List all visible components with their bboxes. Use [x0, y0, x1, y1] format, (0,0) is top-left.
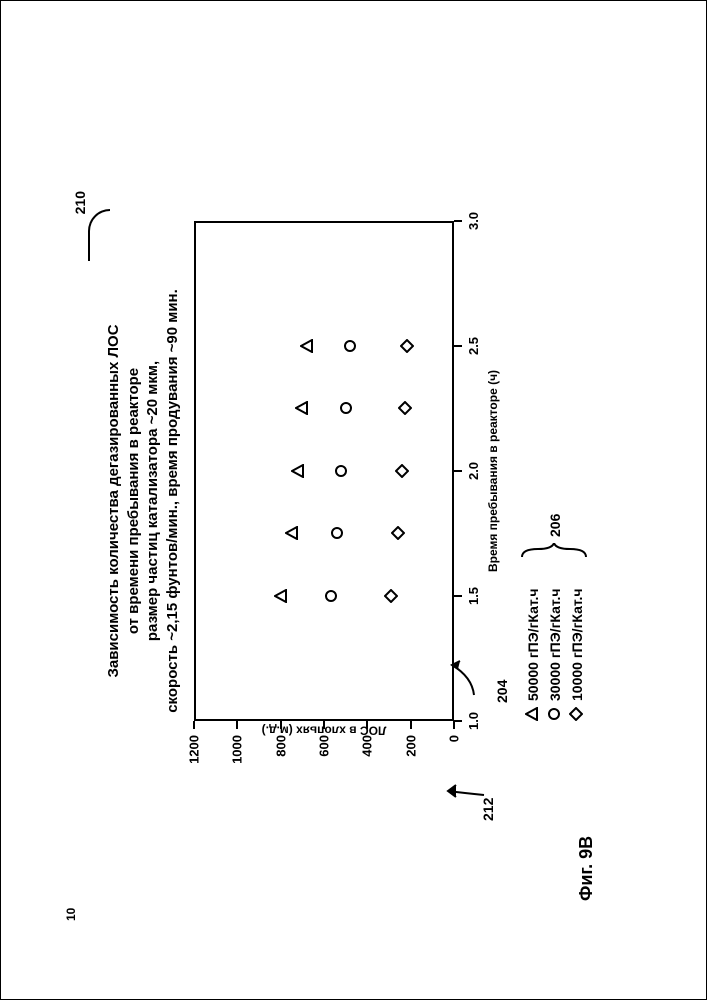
ytick-mark	[410, 721, 412, 729]
xtick-mark	[454, 345, 462, 347]
data-point	[274, 589, 288, 603]
callout-206: 206	[547, 514, 563, 537]
ytick-mark	[193, 721, 195, 729]
data-point	[400, 339, 414, 353]
figure-label: Фиг. 9B	[576, 836, 597, 901]
ytick-label: 200	[403, 735, 418, 757]
data-point	[384, 589, 398, 603]
xtick-label: 2.0	[466, 462, 481, 480]
legend-item: 50000 гПЭ/гКат.ч	[522, 588, 544, 721]
data-point	[334, 464, 348, 478]
ytick-label: 800	[273, 735, 288, 757]
data-point	[398, 402, 412, 416]
ytick-label: 1000	[230, 735, 245, 764]
data-point	[285, 527, 299, 541]
data-point	[339, 402, 353, 416]
data-point	[295, 402, 309, 416]
data-point	[291, 464, 305, 478]
data-point	[391, 527, 405, 541]
legend-item: 10000 гПЭ/гКат.ч	[566, 588, 588, 721]
chart-title: Зависимость количества дегазированных ЛО…	[104, 51, 182, 951]
data-point	[343, 339, 357, 353]
scatter-chart: ЛОС в хлопьях (м.д.) Время пребывания в …	[194, 221, 454, 721]
ytick-mark	[323, 721, 325, 729]
xtick-label: 2.5	[466, 337, 481, 355]
legend: 206 50000 гПЭ/гКат.ч30000 гПЭ/гКат.ч1000…	[522, 588, 588, 721]
data-point	[395, 464, 409, 478]
legend-label: 30000 гПЭ/гКат.ч	[547, 588, 563, 701]
callout-204-pointer	[448, 657, 478, 697]
legend-item: 30000 гПЭ/гКат.ч	[544, 588, 566, 721]
ytick-mark	[453, 721, 455, 729]
data-point	[324, 589, 338, 603]
data-point	[300, 339, 314, 353]
callout-212-pointer	[446, 781, 486, 809]
legend-brace	[520, 543, 588, 559]
diamond-icon	[569, 705, 585, 721]
xtick-mark	[454, 720, 462, 722]
legend-label: 50000 гПЭ/гКат.ч	[525, 588, 541, 701]
ytick-mark	[366, 721, 368, 729]
ytick-label: 0	[447, 735, 462, 742]
xtick-label: 1.5	[466, 587, 481, 605]
rotated-content: 10 210 Зависимость количества дегазирова…	[54, 51, 654, 951]
ytick-mark	[236, 721, 238, 729]
page-frame: 10 210 Зависимость количества дегазирова…	[0, 0, 707, 1000]
xtick-mark	[454, 220, 462, 222]
data-point	[330, 527, 344, 541]
page-number: 10	[64, 908, 78, 921]
xtick-label: 3.0	[466, 212, 481, 230]
xtick-mark	[454, 470, 462, 472]
x-axis-label: Время пребывания в реакторе (ч)	[486, 370, 500, 572]
circle-icon	[547, 705, 563, 721]
ytick-label: 1200	[187, 735, 202, 764]
ytick-label: 600	[317, 735, 332, 757]
triangle-icon	[525, 705, 541, 721]
ytick-mark	[280, 721, 282, 729]
callout-204: 204	[494, 680, 510, 703]
legend-label: 10000 гПЭ/гКат.ч	[569, 588, 585, 701]
xtick-label: 1.0	[466, 712, 481, 730]
ytick-label: 400	[360, 735, 375, 757]
callout-210: 210	[72, 191, 88, 214]
xtick-mark	[454, 595, 462, 597]
plot-border	[194, 221, 454, 721]
